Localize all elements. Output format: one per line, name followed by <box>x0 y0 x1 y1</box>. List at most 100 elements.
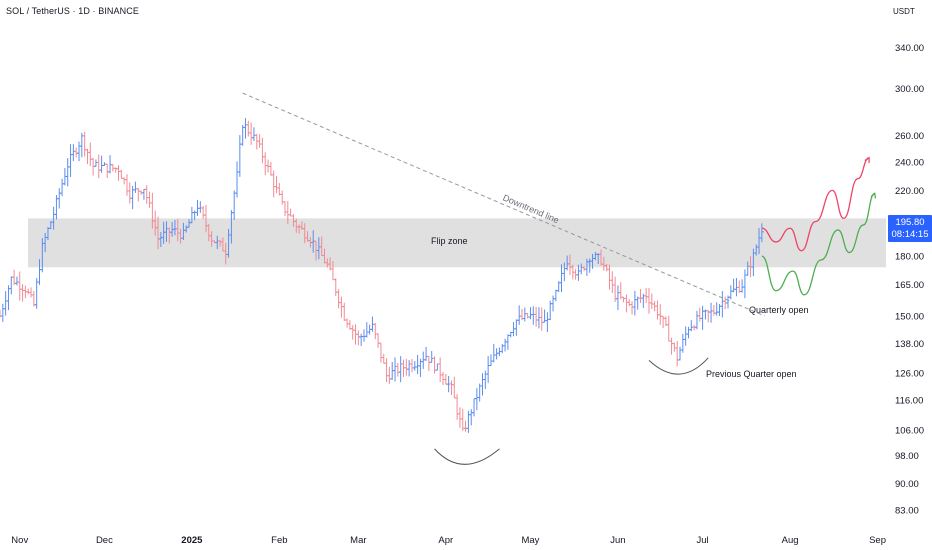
previous-quarter-open-label: Previous Quarter open <box>706 369 797 379</box>
ohlc-bar <box>74 147 79 158</box>
ohlc-bar <box>249 122 254 145</box>
ohlc-bar <box>480 373 485 396</box>
ohlc-bar <box>740 279 745 293</box>
bullish-path-arrowhead <box>870 192 877 199</box>
ohlc-bar <box>384 358 389 383</box>
ohlc-bar <box>432 356 437 374</box>
ohlc-bar <box>669 337 674 355</box>
ohlc-bar <box>666 315 671 342</box>
bar-countdown: 08:14:15 <box>891 229 929 240</box>
bearish-path-arrowhead <box>864 156 870 163</box>
ohlc-bar <box>438 357 443 383</box>
ohlc-bar <box>646 288 651 314</box>
ohlc-bar <box>505 334 510 350</box>
x-tick-label: Jul <box>697 535 709 546</box>
ohlc-bar <box>649 293 654 309</box>
y-tick-label: 300.00 <box>895 84 924 95</box>
ohlc-bar <box>136 187 141 202</box>
ohlc-bar <box>424 346 429 361</box>
y-tick-label: 138.00 <box>895 339 924 350</box>
ohlc-bar <box>393 357 398 382</box>
x-tick-label: Apr <box>438 535 453 546</box>
ohlc-bar <box>689 320 694 332</box>
quarterly-open-label: Quarterly open <box>749 305 809 315</box>
x-tick-label: Jun <box>610 535 625 546</box>
y-tick-label: 98.00 <box>895 451 919 462</box>
bullish-path <box>761 192 876 296</box>
ohlc-bar <box>260 137 265 164</box>
ohlc-bar <box>457 407 462 428</box>
ohlc-bar <box>288 208 293 217</box>
ohlc-bar <box>232 190 237 220</box>
ohlc-bar <box>0 303 5 322</box>
ohlc-bar <box>116 165 121 181</box>
ohlc-bar <box>672 342 677 352</box>
ohlc-bar <box>409 358 414 373</box>
ohlc-bar <box>26 288 31 295</box>
ohlc-bar <box>759 223 764 243</box>
ohlc-bar <box>675 340 680 367</box>
currency-unit: USDT <box>893 7 915 16</box>
ohlc-bar <box>9 276 14 295</box>
ohlc-bar <box>607 264 612 290</box>
y-tick-label: 165.00 <box>895 280 924 291</box>
ohlc-bar <box>14 276 19 286</box>
ohlc-bar <box>350 325 355 340</box>
ohlc-bar <box>697 307 702 322</box>
ohlc-bar <box>443 373 448 385</box>
ohlc-bar <box>460 408 465 431</box>
ohlc-bar <box>88 142 93 167</box>
last-price: 195.80 <box>895 217 925 228</box>
y-tick-label: 340.00 <box>895 43 924 54</box>
ohlc-bar <box>122 177 127 185</box>
ohlc-bar <box>342 302 347 321</box>
ohlc-bar <box>398 356 403 383</box>
ohlc-bar <box>251 127 256 141</box>
ohlc-bar <box>124 174 129 196</box>
x-tick-label: Feb <box>271 535 287 546</box>
ohlc-bar <box>683 326 688 346</box>
ohlc-bar <box>99 155 104 173</box>
y-tick-label: 106.00 <box>895 425 924 436</box>
ohlc-bar <box>243 118 248 139</box>
ohlc-bar <box>474 388 479 411</box>
ohlc-bar <box>147 191 152 208</box>
ohlc-bar <box>96 154 101 179</box>
downtrend-line <box>242 92 765 317</box>
ohlc-bar <box>441 372 445 385</box>
ohlc-bar <box>3 291 8 316</box>
ohlc-bar <box>57 188 62 209</box>
ohlc-bar <box>237 135 242 177</box>
ohlc-bar <box>364 322 369 338</box>
ohlc-bar <box>345 318 350 328</box>
ohlc-bar <box>378 342 383 363</box>
ohlc-bar <box>198 201 203 213</box>
ohlc-bar <box>613 276 618 302</box>
ohlc-bar <box>71 144 76 162</box>
ohlc-bar <box>709 302 714 323</box>
ohlc-bar <box>246 120 251 137</box>
ohlc-bar <box>381 353 386 364</box>
ohlc-bar <box>60 178 65 197</box>
ohlc-bar <box>466 410 471 433</box>
ohlc-bar <box>201 205 206 220</box>
ohlc-bar <box>449 380 454 395</box>
ohlc-bar <box>412 361 417 371</box>
ohlc-bar <box>79 132 84 158</box>
ohlc-bar <box>336 289 341 309</box>
x-tick-label: May <box>521 535 539 546</box>
ohlc-bar <box>435 363 440 371</box>
ohlc-bar <box>12 269 17 286</box>
ohlc-bar <box>539 307 544 331</box>
ohlc-bar <box>491 343 496 363</box>
ohlc-bar <box>426 355 431 371</box>
ohlc-bar <box>638 289 643 304</box>
x-tick-label: Aug <box>782 535 799 546</box>
ohlc-bar <box>376 333 381 348</box>
ohlc-bar <box>415 354 420 375</box>
ohlc-bar <box>680 333 685 353</box>
ohlc-bar <box>472 398 477 417</box>
ohlc-bar <box>277 182 282 196</box>
ohlc-bar <box>127 182 132 204</box>
